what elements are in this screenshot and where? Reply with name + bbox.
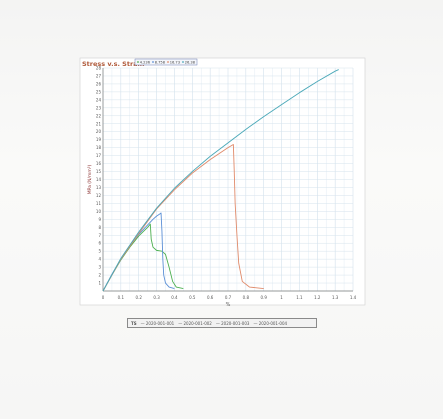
x-tick-label: 0.9 xyxy=(261,295,268,300)
chart-title: Stress v.s. Strain xyxy=(82,60,145,68)
y-axis-label: MPa (N/mm²) xyxy=(87,164,93,194)
legend-marker xyxy=(167,61,169,63)
bottom-legend-entry-1: — 2020-001-001 xyxy=(140,320,175,326)
legend-marker xyxy=(152,61,154,63)
y-tick-label: 24 xyxy=(96,97,102,102)
x-tick-label: 0.8 xyxy=(243,295,250,300)
y-tick-label: 3 xyxy=(98,265,101,270)
y-tick-label: 16 xyxy=(96,161,102,166)
legend-marker xyxy=(182,61,184,63)
y-tick-label: 12 xyxy=(96,193,102,198)
x-tick-label: 1 xyxy=(280,295,283,300)
y-tick-label: 21 xyxy=(96,121,102,126)
x-tick-label: 0.7 xyxy=(225,295,232,300)
y-tick-label: 7 xyxy=(98,233,101,238)
bottom-legend-entry-2: — 2020-001-002 xyxy=(178,320,212,326)
x-tick-label: 1.3 xyxy=(332,295,339,300)
x-tick-label: 0.6 xyxy=(207,295,214,300)
x-tick-label: 1.2 xyxy=(314,295,321,300)
y-tick-label: 5 xyxy=(98,249,101,254)
x-tick-label: 0.5 xyxy=(189,295,196,300)
legend-box xyxy=(134,58,198,66)
x-axis-label: % xyxy=(226,302,231,308)
x-tick-label: 0.4 xyxy=(171,295,178,300)
y-tick-label: 4 xyxy=(98,257,101,262)
y-tick-label: 14 xyxy=(96,177,102,182)
x-tick-label: 0.1 xyxy=(118,295,125,300)
y-tick-label: 9 xyxy=(98,217,101,222)
y-tick-label: 19 xyxy=(96,137,102,142)
y-tick-label: 15 xyxy=(96,169,102,174)
y-tick-label: 18 xyxy=(96,145,102,150)
x-tick-label: 0.2 xyxy=(136,295,143,300)
series-line xyxy=(102,69,339,292)
y-tick-label: 10 xyxy=(96,209,102,214)
y-tick-label: 6 xyxy=(98,241,101,246)
y-tick-label: 27 xyxy=(96,73,102,78)
y-tick-label: 8 xyxy=(98,225,101,230)
bottom-legend-label: TS xyxy=(131,320,137,326)
legend-entry: 16.73 xyxy=(170,60,180,64)
y-tick-label: 2 xyxy=(98,273,101,278)
x-tick-label: 1.4 xyxy=(350,295,357,300)
y-tick-label: 17 xyxy=(96,153,102,158)
series-line xyxy=(102,223,184,292)
legend-entry: 4.236 xyxy=(140,60,151,64)
y-tick-label: 20 xyxy=(96,129,102,134)
y-tick-label: 13 xyxy=(96,185,102,190)
y-tick-label: 11 xyxy=(96,201,102,206)
bottom-legend: TS — 2020-001-001 — 2020-001-002 — 2020-… xyxy=(127,318,317,328)
y-tick-label: 26 xyxy=(96,81,102,86)
bottom-legend-entry-4: — 2020-001-004 xyxy=(253,320,288,326)
y-tick-label: 22 xyxy=(96,113,102,118)
x-tick-label: 1.1 xyxy=(296,295,303,300)
y-tick-label: 25 xyxy=(96,89,102,94)
legend-entry: 8.758 xyxy=(155,60,166,64)
series-line xyxy=(102,144,264,292)
bottom-legend-entry-3: — 2020-001-003 xyxy=(215,320,250,326)
legend-marker xyxy=(137,61,139,63)
y-tick-label: 1 xyxy=(98,281,101,286)
y-tick-label: 28 xyxy=(96,66,102,71)
x-tick-label: 0 xyxy=(102,295,105,300)
legend-entry: 26.38 xyxy=(185,60,196,64)
y-tick-label: 23 xyxy=(96,105,102,110)
x-tick-label: 0.3 xyxy=(153,295,160,300)
